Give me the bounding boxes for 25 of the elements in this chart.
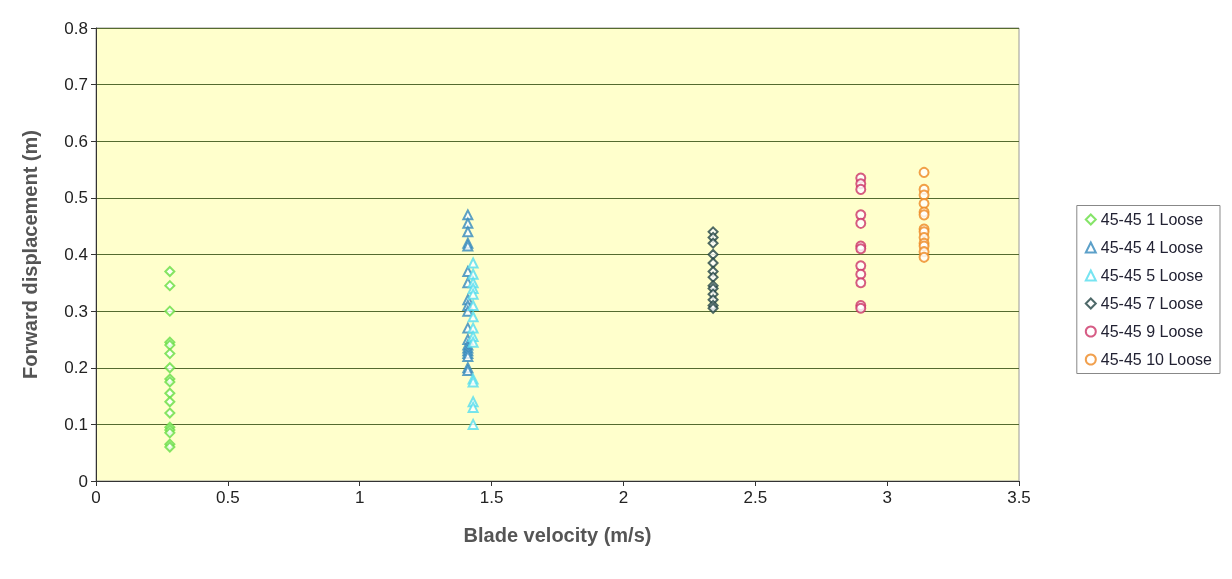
y-tick-label: 0.2 [64, 358, 88, 378]
y-tick-label: 0.4 [64, 245, 88, 264]
y-tick-label: 0.6 [64, 131, 88, 151]
y-tick-label: 0.8 [64, 18, 88, 38]
y-axis-title: Forward displacement (m) [19, 130, 41, 379]
x-tick-label: 2 [618, 488, 629, 507]
y-tick-label: 0.7 [64, 75, 88, 95]
legend-label: 45-45 10 Loose [1100, 351, 1213, 368]
legend-label: 45-45 9 Loose [1100, 323, 1204, 340]
legend-label: 45-45 7 Loose [1100, 295, 1204, 312]
x-tick-label: 3 [882, 488, 892, 507]
y-tick-label: 0 [78, 471, 88, 491]
y-tick-label: 0.5 [64, 188, 88, 208]
x-axis-title: Blade velocity (m/s) [463, 524, 652, 546]
x-tick-label: 2.5 [743, 488, 768, 507]
y-tick-label: 0.3 [64, 301, 88, 321]
y-tick-label: 0.1 [64, 414, 88, 434]
x-tick-label: 1 [354, 488, 365, 507]
legend-label: 45-45 4 Loose [1100, 239, 1204, 256]
x-tick-label: 3.5 [1007, 488, 1031, 507]
legend-label: 45-45 5 Loose [1100, 267, 1204, 284]
legend-label: 45-45 1 Loose [1100, 211, 1204, 228]
x-tick-label: 0.5 [216, 488, 240, 507]
x-tick-label: 0 [91, 488, 101, 507]
x-tick-label: 1.5 [479, 488, 504, 507]
